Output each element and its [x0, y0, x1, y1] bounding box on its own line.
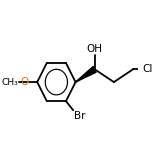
Text: Br: Br: [74, 111, 85, 121]
Text: Cl: Cl: [142, 64, 152, 74]
Text: CH₃: CH₃: [1, 78, 18, 87]
Text: OH: OH: [87, 44, 103, 54]
Text: O: O: [20, 77, 28, 87]
Polygon shape: [76, 66, 96, 82]
